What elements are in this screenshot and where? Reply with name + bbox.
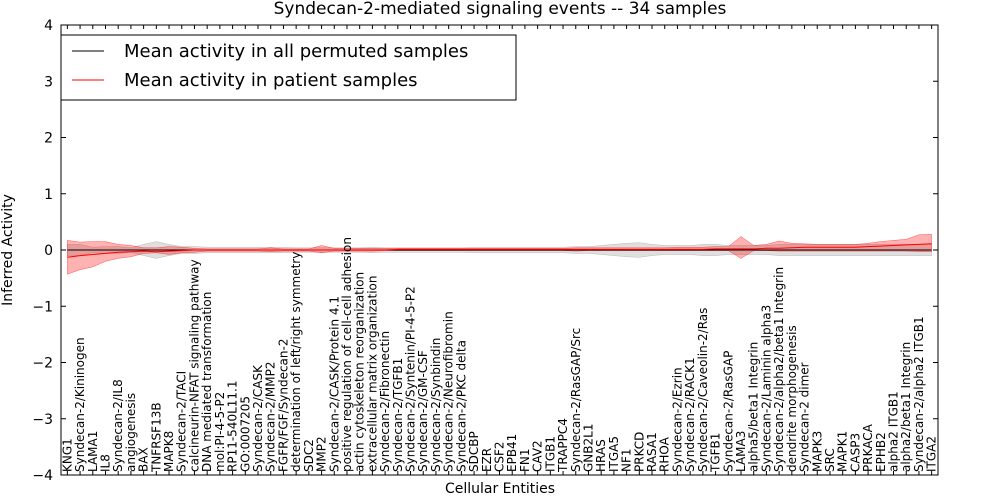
x-tick-label: mol:PI-4-5-P2 <box>213 392 227 472</box>
y-axis-label: Inferred Activity <box>0 194 16 306</box>
x-tick-label: IL8 <box>98 454 112 472</box>
x-tick-label: EZR <box>480 448 494 472</box>
x-tick-label: alpha2/beta1 Integrin <box>899 342 913 472</box>
x-tick-label: TRAPPC4 <box>556 418 570 473</box>
plot-frame <box>60 24 939 476</box>
x-tick-label: Syndecan-2/Neurofibromin <box>442 311 456 472</box>
y-tick-label: −2 <box>32 356 53 372</box>
x-tick-label: PRKACA <box>861 423 875 472</box>
x-tick-label: Syndecan-2/Syntenin/PI-4-5-P2 <box>404 286 418 472</box>
x-tick-label: DNA mediated transformation <box>200 292 214 472</box>
band-patient <box>67 234 932 275</box>
x-tick-label: RHOA <box>658 436 672 472</box>
legend-label-permuted: Mean activity in all permuted samples <box>124 41 468 62</box>
axis-ticks: −4 −3 −2 −1 0 1 2 3 4 <box>32 18 938 484</box>
x-tick-label: LAMA3 <box>734 431 748 472</box>
y-tick-label: 3 <box>44 74 53 90</box>
y-tick-label: 2 <box>44 131 53 147</box>
y-tick-label: 0 <box>44 243 53 259</box>
x-tick-label: Syndecan-2/Synbindin <box>429 338 443 472</box>
x-tick-label: dendrite morphogenesis <box>785 325 799 472</box>
x-tick-label: CASP3 <box>848 433 862 472</box>
x-tick-label: extracellular matrix organization <box>365 276 379 473</box>
y-tick-label: 1 <box>44 187 53 203</box>
legend-label-patient: Mean activity in patient samples <box>124 70 418 91</box>
y-tick-label: −3 <box>32 412 53 428</box>
x-tick-label: SRC <box>823 448 837 472</box>
x-tick-label: GNB2L1 <box>581 424 595 472</box>
x-tick-label: Syndecan-2/GM-CSF <box>416 350 430 472</box>
x-tick-label: alpha5/beta1 Integrin <box>747 342 761 472</box>
x-tick-label: CAV2 <box>531 440 545 472</box>
x-tick-label: Syndecan-2/alpha2 ITGB1 <box>912 316 926 472</box>
x-tick-label: Syndecan-2/PKC delta <box>454 340 468 472</box>
y-tick-label: −1 <box>32 299 53 315</box>
x-tick-label: Syndecan-2/RACK1 <box>683 357 697 472</box>
x-tick-label: Syndecan-2/Kininogen <box>73 337 87 472</box>
legend-box <box>60 34 517 101</box>
x-tick-label: EPB41 <box>505 434 519 472</box>
legend: Mean activity in all permuted samples Me… <box>60 34 517 101</box>
x-tick-label: Syndecan-2/CASK/Protein 4.1 <box>327 296 341 472</box>
x-tick-label: Syndecan-2/Caveolin-2/Ras <box>696 308 710 472</box>
x-tick-label: KNG1 <box>60 438 74 472</box>
x-tick-label: GO:0007205 <box>238 396 252 472</box>
x-tick-label: MAPK1 <box>836 431 850 472</box>
x-tick-label: TNFRSF13B <box>149 402 163 473</box>
x-tick-label: MAPK8 <box>162 431 176 472</box>
x-tick-label: determination of left/right symmetry <box>289 252 303 472</box>
x-tick-label: ITGB1 <box>543 436 557 472</box>
x-tick-labels: KNG1Syndecan-2/KininogenLAMA1IL8Syndecan… <box>60 237 938 473</box>
x-tick-label: MAPK3 <box>810 431 824 472</box>
x-tick-label: BAX <box>137 447 151 472</box>
x-tick-label: HRAS <box>594 439 608 472</box>
y-tick-label: −4 <box>32 468 53 484</box>
x-tick-label: Syndecan-2/CASK <box>251 364 265 472</box>
x-tick-label: LAMA1 <box>86 431 100 472</box>
series-lines <box>67 243 932 258</box>
x-tick-label: angiogenesis <box>124 393 138 472</box>
line-patient <box>67 243 932 258</box>
chart-title: Syndecan-2-mediated signaling events -- … <box>274 0 727 19</box>
x-tick-label: PRKCD <box>632 432 646 472</box>
x-tick-label: MMP2 <box>315 436 329 472</box>
x-tick-label: NF1 <box>620 448 634 472</box>
x-tick-label: Syndecan-2 dimer <box>798 362 812 472</box>
x-tick-label: Syndecan-2/alpha2/beta1 Integrin <box>772 267 786 472</box>
x-tick-label: RP11-540L11.1 <box>226 381 240 472</box>
x-tick-label: actin cytoskeleton reorganization <box>353 272 367 472</box>
x-tick-label: TGFB1 <box>709 433 723 473</box>
x-tick-label: ITGA2 <box>925 436 939 472</box>
x-tick-label: Syndecan-2/MMP2 <box>264 362 278 472</box>
x-tick-label: FGFR/FGF/Syndecan-2 <box>276 339 290 472</box>
x-tick-label: Syndecan-2/Laminin alpha3 <box>759 305 773 472</box>
y-tick-label: 4 <box>44 18 53 34</box>
x-tick-label: Syndecan-2/RasGAP <box>721 351 735 472</box>
x-tick-label: ITGA5 <box>607 436 621 472</box>
x-tick-label: Syndecan-2/TGFB1 <box>391 358 405 472</box>
x-tick-label: CSF2 <box>493 441 507 472</box>
x-tick-label: Syndecan-2/Fibronectin <box>378 331 392 472</box>
x-tick-label: Syndecan-2/Ezrin <box>670 367 684 472</box>
x-tick-label: positive regulation of cell-cell adhesio… <box>340 237 354 472</box>
x-tick-label: SDC2 <box>302 439 316 472</box>
x-tick-label: Syndecan-2/TACI <box>175 371 189 472</box>
x-tick-label: Syndecan-2/RasGAP/Src <box>569 328 583 472</box>
x-tick-label: EPHB2 <box>874 432 888 472</box>
x-axis-label: Cellular Entities <box>445 481 555 497</box>
x-tick-label: calcineurin-NFAT signaling pathway <box>187 259 201 472</box>
x-tick-label: alpha2 ITGB1 <box>887 391 901 472</box>
x-tick-label: Syndecan-2/IL8 <box>111 379 125 472</box>
x-tick-label: FN1 <box>518 448 532 472</box>
x-tick-label: RASA1 <box>645 432 659 472</box>
x-tick-label: SDCBP <box>467 431 481 472</box>
